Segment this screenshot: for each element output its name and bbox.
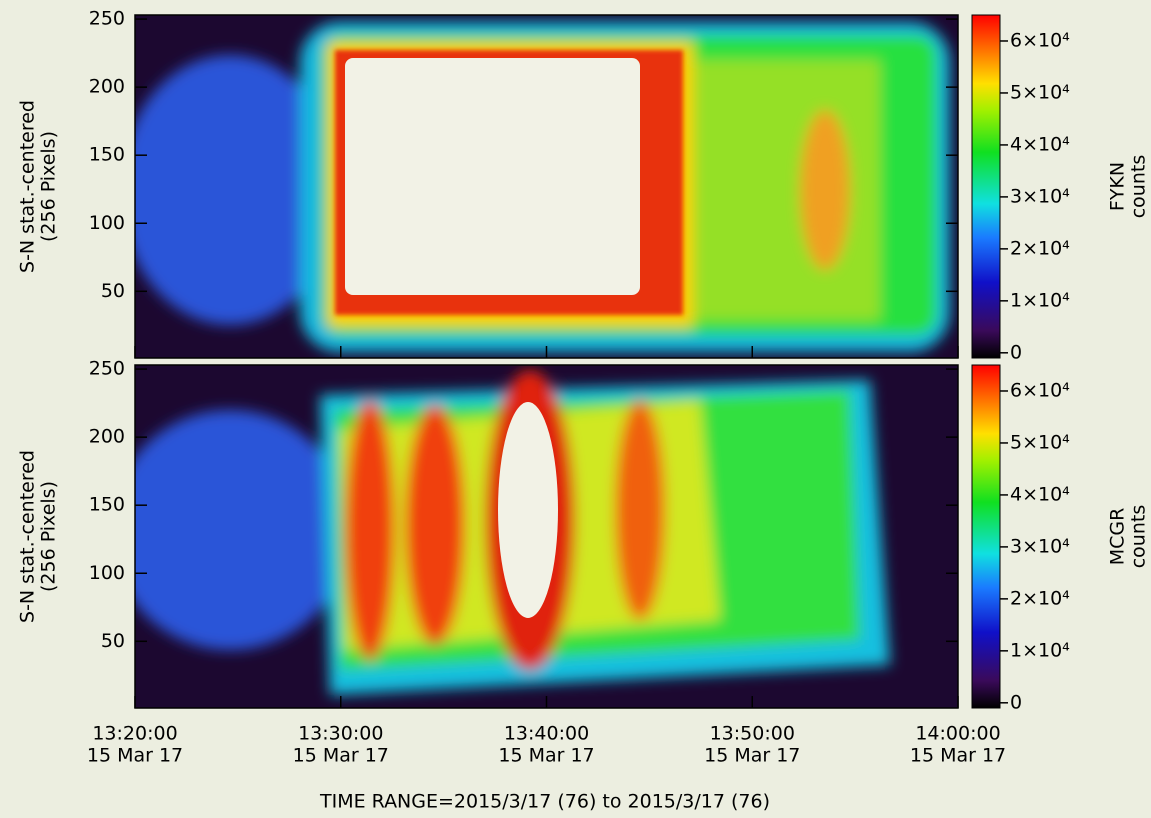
y-tick-label: 100 <box>89 562 125 584</box>
colorbar-tick-label: 0 <box>1010 691 1022 713</box>
colorbar-tick-label: 5×10⁴ <box>1010 431 1070 453</box>
y-axis-label: S-N stat.-centered <box>17 100 39 273</box>
colorbar-tick-label: 6×10⁴ <box>1010 379 1070 401</box>
colorbar-label: FYKN <box>1107 162 1129 211</box>
colorbar-tick-label: 0 <box>1010 341 1022 363</box>
x-tick-label: 13:20:00 <box>92 723 177 745</box>
colorbar-label: counts <box>1128 505 1150 569</box>
y-tick-label: 200 <box>89 76 125 98</box>
colorbar-tick-label: 6×10⁴ <box>1010 29 1070 51</box>
colorbar-tick-label: 2×10⁴ <box>1010 237 1070 259</box>
colorbar-tick-label: 4×10⁴ <box>1010 133 1070 155</box>
heatmap-image <box>135 365 958 708</box>
y-tick-label: 200 <box>89 426 125 448</box>
colorbar-label: MCGR <box>1107 508 1129 566</box>
y-tick-label: 50 <box>101 630 125 652</box>
x-tick-label: 14:00:00 <box>915 723 1000 745</box>
y-axis-label: (256 Pixels) <box>38 131 60 242</box>
colorbar-tick-label: 5×10⁴ <box>1010 81 1070 103</box>
y-axis-label: (256 Pixels) <box>38 481 60 592</box>
x-tick-label: 13:40:00 <box>504 723 589 745</box>
y-tick-label: 250 <box>89 358 125 380</box>
y-tick-label: 100 <box>89 212 125 234</box>
x-tick-label: 13:30:00 <box>298 723 383 745</box>
x-tick-date: 15 Mar 17 <box>293 745 389 767</box>
colorbar-tick-label: 4×10⁴ <box>1010 483 1070 505</box>
colorbar-tick-label: 3×10⁴ <box>1010 535 1070 557</box>
colorbar-tick-label: 2×10⁴ <box>1010 587 1070 609</box>
x-tick-date: 15 Mar 17 <box>704 745 800 767</box>
x-tick-label: 13:50:00 <box>710 723 795 745</box>
heatmap-image <box>135 15 958 358</box>
x-tick-date: 15 Mar 17 <box>910 745 1006 767</box>
colorbar-tick-label: 3×10⁴ <box>1010 185 1070 207</box>
colorbar-tick-label: 1×10⁴ <box>1010 639 1070 661</box>
y-tick-label: 250 <box>89 8 125 30</box>
y-tick-label: 150 <box>89 494 125 516</box>
x-tick-date: 15 Mar 17 <box>87 745 183 767</box>
colorbar <box>971 14 1001 359</box>
y-tick-label: 50 <box>101 280 125 302</box>
y-axis-label: S-N stat.-centered <box>17 450 39 623</box>
x-axis-label: TIME RANGE=2015/3/17 (76) to 2015/3/17 (… <box>319 791 770 813</box>
y-tick-label: 150 <box>89 144 125 166</box>
colorbar-tick-label: 1×10⁴ <box>1010 289 1070 311</box>
colorbar-label: counts <box>1128 155 1150 219</box>
colorbar <box>971 364 1001 709</box>
x-tick-date: 15 Mar 17 <box>498 745 594 767</box>
